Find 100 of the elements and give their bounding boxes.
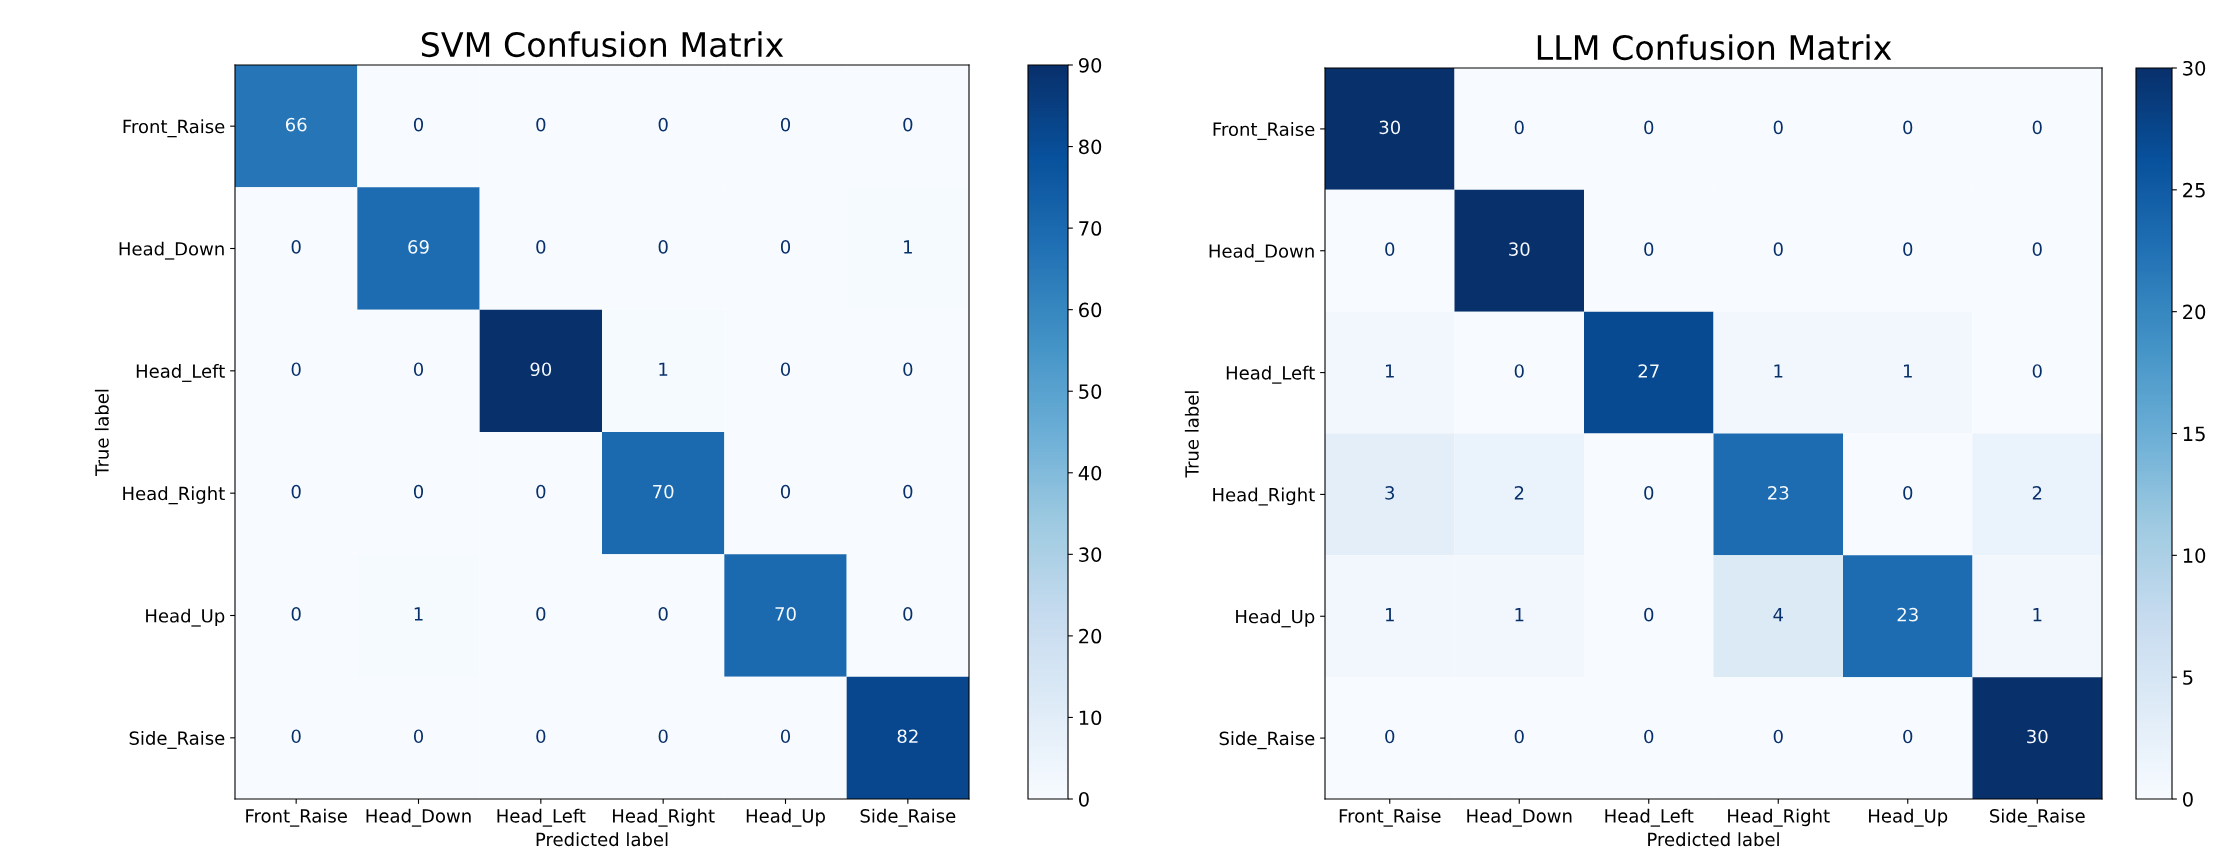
x-tick-label: Head_Up xyxy=(1869,808,1948,827)
data-label: 30 xyxy=(2027,729,2048,744)
color-bar-label: 20 xyxy=(1079,628,1102,644)
x-axis-title: Predicted label xyxy=(536,832,668,847)
data-label: 0 xyxy=(536,240,546,254)
color-bar-label: 20 xyxy=(2183,304,2206,320)
data-label: 0 xyxy=(1903,486,1913,500)
data-label: 0 xyxy=(1514,729,1524,744)
y-tick-label: Side_Raise xyxy=(1219,731,1315,750)
x-tick-label: Side_Raise xyxy=(860,808,956,827)
data-label: 0 xyxy=(1644,729,1654,744)
data-label: 0 xyxy=(536,484,546,499)
data-label: 1 xyxy=(1385,364,1394,378)
color-bar-label: 0 xyxy=(1079,791,1089,807)
y-tick-label: Front_Raise xyxy=(123,119,225,138)
data-label: 0 xyxy=(536,607,546,621)
data-label: 0 xyxy=(1644,242,1654,256)
data-label: 0 xyxy=(658,607,668,621)
data-label: 4 xyxy=(1773,608,1783,622)
data-label: 70 xyxy=(653,484,674,499)
data-label: 27 xyxy=(1638,364,1659,378)
x-tick-label: Head_Left xyxy=(1605,808,1694,827)
data-label: 0 xyxy=(903,362,913,377)
color-bar-label: 10 xyxy=(1079,710,1102,726)
x-tick-label: Head_Right xyxy=(1728,808,1830,827)
data-label: 0 xyxy=(658,240,668,254)
y-tick-label: Head_Up xyxy=(1236,609,1315,628)
y-tick-label: Head_Right xyxy=(123,486,225,505)
color-bar-label: 30 xyxy=(1079,547,1102,562)
data-label: 0 xyxy=(291,484,301,499)
data-label: 0 xyxy=(1644,486,1654,500)
data-label: 0 xyxy=(413,484,424,499)
data-label: 0 xyxy=(780,240,791,254)
data-label: 0 xyxy=(291,607,301,621)
y-tick-label: Head_Left xyxy=(136,363,225,382)
data-label: 0 xyxy=(413,729,424,744)
color-bar-label: 50 xyxy=(1079,384,1102,399)
data-label: 1 xyxy=(1385,608,1394,622)
data-label: 0 xyxy=(903,484,913,499)
y-tick-label: Head_Right xyxy=(1213,487,1315,506)
data-label: 0 xyxy=(291,729,301,744)
color-bar-label: 5 xyxy=(2183,670,2193,685)
x-tick-label: Head_Left xyxy=(497,808,586,827)
chart-title: SVM Confusion Matrix xyxy=(421,31,784,58)
data-label: 0 xyxy=(780,362,791,377)
data-label: 0 xyxy=(291,362,301,377)
x-tick-label: Head_Down xyxy=(366,808,471,827)
y-tick-label: Head_Down xyxy=(1209,243,1314,262)
data-label: 90 xyxy=(530,362,552,377)
data-label: 1 xyxy=(1515,608,1524,622)
data-label: 0 xyxy=(1773,242,1783,256)
data-label: 2 xyxy=(1514,486,1524,500)
data-label: 66 xyxy=(285,117,307,132)
data-label: 0 xyxy=(2032,242,2042,256)
data-label: 0 xyxy=(1903,242,1913,256)
data-label: 0 xyxy=(658,729,668,744)
y-tick-label: Head_Left xyxy=(1226,365,1315,384)
data-label: 0 xyxy=(413,117,424,132)
data-label: 0 xyxy=(1514,364,1524,378)
data-label: 0 xyxy=(1514,120,1524,135)
color-bar-label: 80 xyxy=(1079,139,1102,155)
data-label: 0 xyxy=(536,729,546,744)
data-label: 0 xyxy=(1903,120,1913,135)
data-label: 30 xyxy=(1509,242,1530,256)
data-label: 1 xyxy=(1903,364,1912,378)
chart-title: LLM Confusion Matrix xyxy=(1537,34,1892,61)
data-label: 0 xyxy=(2032,120,2042,135)
y-tick-label: Head_Up xyxy=(146,608,225,627)
data-label: 82 xyxy=(897,729,918,744)
data-label: 0 xyxy=(903,607,913,621)
data-label: 0 xyxy=(1773,120,1783,135)
color-bar-label: 30 xyxy=(2183,60,2206,76)
x-tick-label: Head_Down xyxy=(1467,808,1572,827)
data-label: 0 xyxy=(1773,729,1783,744)
data-label: 0 xyxy=(658,117,668,132)
color-bar-label: 70 xyxy=(1079,221,1102,236)
data-label: 69 xyxy=(408,240,429,254)
data-label: 0 xyxy=(1385,242,1395,256)
data-label: 0 xyxy=(903,117,913,132)
data-label: 0 xyxy=(2032,364,2042,378)
y-axis-title: True label xyxy=(94,389,109,476)
x-tick-label: Front_Raise xyxy=(1339,808,1441,827)
color-bar-label: 25 xyxy=(2183,182,2205,198)
y-tick-label: Head_Down xyxy=(119,241,224,260)
x-tick-label: Head_Right xyxy=(613,808,715,827)
data-label: 1 xyxy=(1774,364,1783,378)
data-label: 0 xyxy=(780,484,791,499)
data-label: 3 xyxy=(1385,486,1395,500)
data-label: 0 xyxy=(1903,729,1913,744)
y-axis-title: True label xyxy=(1184,391,1199,478)
data-label: 0 xyxy=(1644,120,1654,135)
color-bar-label: 10 xyxy=(2183,548,2206,563)
y-tick-label: Side_Raise xyxy=(129,730,225,749)
color-bar-label: 40 xyxy=(1078,465,1102,481)
data-label: 30 xyxy=(1379,120,1401,135)
data-label: 23 xyxy=(1768,486,1789,500)
data-label: 0 xyxy=(1385,729,1395,744)
data-label: 1 xyxy=(904,240,912,254)
data-label: 23 xyxy=(1897,607,1918,622)
data-label: 0 xyxy=(780,117,791,132)
